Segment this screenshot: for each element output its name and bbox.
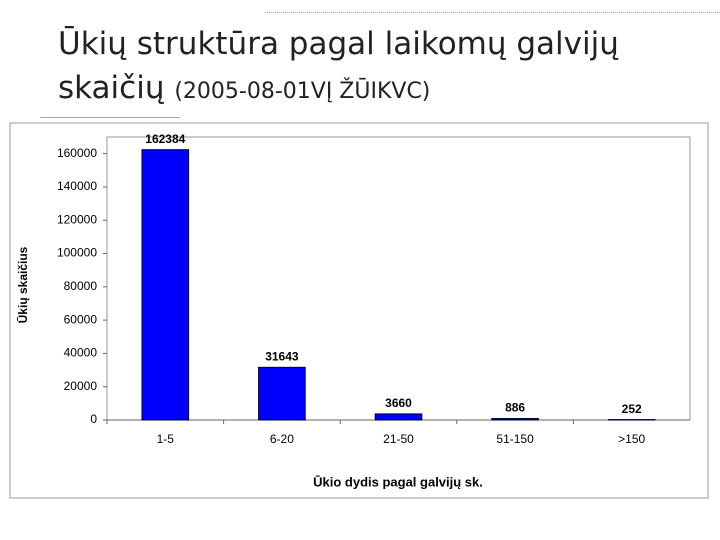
title: Ūkių struktūra pagal laikomų galvijų ska… (58, 26, 619, 106)
value-label: 162384 (145, 132, 185, 146)
decoration (265, 0, 720, 13)
x-tick-label: 21-50 (383, 432, 414, 446)
bar (374, 413, 423, 421)
value-label: 3660 (385, 396, 412, 410)
y-tick-label: 100000 (57, 246, 97, 260)
y-tick-label: 160000 (57, 146, 97, 160)
bar (491, 418, 539, 421)
y-tick-label: 80000 (64, 279, 98, 293)
subtitle: (2005-08-01VĮ ŽŪIKVC) (174, 79, 431, 104)
slide-title: Ūkių struktūra pagal laikomų galvijų ska… (58, 22, 678, 114)
y-tick-label: 120000 (57, 212, 97, 226)
y-tick-label: 140000 (57, 179, 97, 193)
value-label: 886 (505, 401, 525, 415)
y-tick-label: 0 (90, 412, 97, 426)
decoration (40, 117, 180, 118)
plot-area (106, 136, 691, 421)
y-tick-label: 40000 (64, 346, 98, 360)
value-label: 31643 (265, 349, 299, 363)
x-tick-label: >150 (618, 432, 645, 446)
y-axis-label: Ūkių skaičius (16, 246, 30, 323)
value-label: 252 (622, 402, 642, 416)
x-axis-label: Ūkio dydis pagal galvijų sk. (313, 474, 483, 489)
x-tick-label: 6-20 (270, 432, 294, 446)
x-tick-label: 1-5 (157, 432, 175, 446)
bar (258, 366, 306, 421)
bar (141, 149, 190, 421)
x-tick-label: 51-150 (496, 432, 534, 446)
y-tick-label: 60000 (64, 312, 98, 326)
y-tick-label: 20000 (64, 379, 98, 393)
